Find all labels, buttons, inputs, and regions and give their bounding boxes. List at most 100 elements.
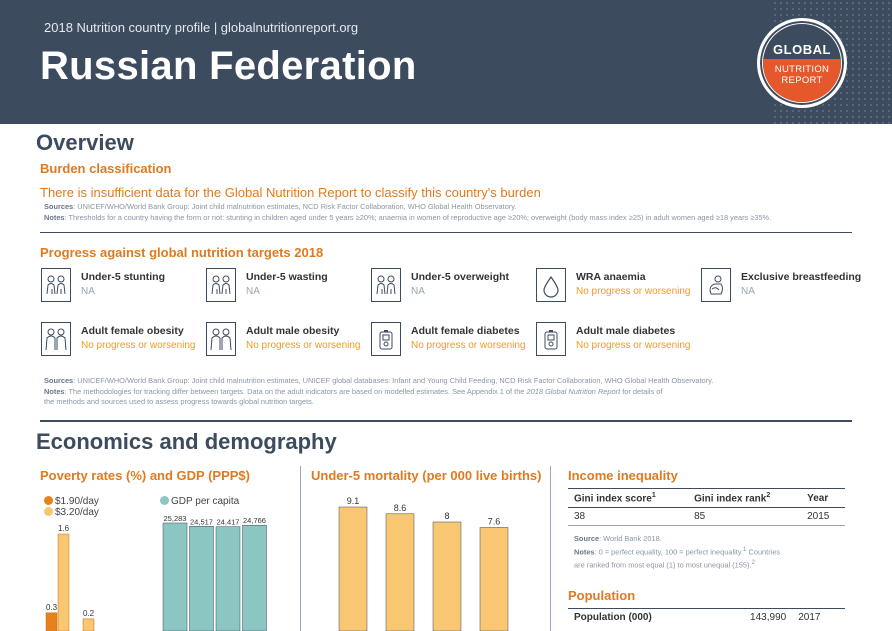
legend-item: $1.90/day [44, 496, 99, 507]
children-icon [371, 268, 401, 302]
logo-text-report: REPORT [781, 75, 823, 86]
target-name: Under-5 overweight [411, 271, 510, 283]
table-header-row: Gini index score1 Gini index rank2 Year [568, 487, 845, 509]
inequality-heading: Income inequality [568, 468, 678, 483]
population-year: 2017 [792, 608, 845, 626]
population-heading: Population [568, 588, 636, 603]
logo-band: NUTRITION REPORT [763, 59, 841, 102]
glucose-meter-icon [371, 322, 401, 356]
mortality-chart: 9.1 8.6 8 7.6 [338, 496, 509, 631]
legend-swatch-orange [44, 496, 53, 505]
target-status: NA [741, 286, 755, 297]
target-status: No progress or worsening [81, 340, 196, 351]
glucose-meter-icon [536, 322, 566, 356]
gini-year-value: 2015 [801, 507, 845, 527]
mortality-bar [479, 527, 509, 631]
burden-notes: Sources: UNICEF/WHO/World Bank Group: Jo… [44, 202, 772, 222]
table-row: Population (000) 143,990 2017 [568, 608, 845, 626]
mortality-bar [432, 521, 462, 631]
legend-item: $3.20/day [44, 507, 99, 518]
target-name: Adult female diabetes [411, 325, 520, 337]
target-name: Exclusive breastfeeding [741, 271, 862, 283]
poverty-bar [45, 612, 58, 631]
children-icon [41, 268, 71, 302]
mortality-bar [338, 506, 368, 631]
column-divider [300, 466, 301, 631]
logo-text-global: GLOBAL [773, 42, 831, 57]
gdp-data-label: 24,417 [217, 518, 240, 527]
economics-heading: Economics and demography [36, 429, 337, 454]
children-icon [206, 268, 236, 302]
target-status: NA [81, 286, 95, 297]
gini-table: Gini index score1 Gini index rank2 Year … [568, 487, 845, 527]
poverty-heading: Poverty rates (%) and GDP (PPP$) [40, 468, 250, 483]
gini-score-header: Gini index score1 [568, 487, 689, 509]
blood-drop-icon [536, 268, 566, 302]
mortality-heading: Under-5 mortality (per 000 live births) [311, 468, 542, 483]
breastfeeding-icon [701, 268, 731, 302]
target-name: Under-5 wasting [246, 271, 328, 283]
target-wra-anaemia: WRA anaemia No progress or worsening [536, 268, 701, 308]
page-title: Russian Federation [40, 44, 417, 88]
gini-rank-header: Gini index rank2 [688, 487, 802, 509]
poverty-bar [82, 618, 95, 631]
divider [40, 420, 852, 422]
population-label: Population (000) [568, 608, 718, 626]
mortality-data-label: 8.6 [394, 503, 407, 513]
gdp-bar [215, 526, 241, 631]
adults-icon [41, 322, 71, 356]
target-adult-male-obesity: Adult male obesity No progress or worseni… [206, 322, 371, 362]
target-adult-male-diabetes: Adult male diabetes No progress or worsen… [536, 322, 701, 362]
mortality-bar [385, 513, 415, 631]
poverty-bar [57, 533, 70, 631]
mortality-data-label: 8 [444, 511, 449, 521]
divider [40, 232, 852, 233]
poverty-chart: 0.3 1.6 0.2 25,283 24,517 24,417 24,766 [45, 514, 267, 631]
global-nutrition-report-logo: GLOBAL NUTRITION REPORT [757, 18, 847, 108]
population-table: Population (000) 143,990 2017 [568, 608, 845, 626]
target-status: No progress or worsening [411, 340, 526, 351]
target-adult-female-obesity: Adult female obesity No progress or worse… [41, 322, 206, 362]
target-name: Under-5 stunting [81, 271, 165, 283]
target-name: WRA anaemia [576, 271, 646, 283]
gini-notes: Source: World Bank 2018. Notes: 0 = perf… [574, 534, 781, 570]
population-value: 143,990 [718, 608, 793, 626]
poverty-data-label: 1.6 [58, 524, 70, 533]
target-status: No progress or worsening [576, 286, 691, 297]
progress-notes: Sources: UNICEF/WHO/World Bank Group: Jo… [44, 376, 714, 406]
gini-year-header: Year [801, 487, 845, 509]
target-status: No progress or worsening [246, 340, 361, 351]
gdp-bar [162, 522, 188, 631]
gdp-bar [242, 524, 267, 631]
poverty-data-label: 0.2 [83, 609, 95, 618]
gdp-bar [189, 526, 214, 631]
target-under-5-stunting: Under-5 stunting NA [41, 268, 206, 308]
burden-text: There is insufficient data for the Globa… [40, 185, 541, 200]
target-status: NA [246, 286, 260, 297]
header-subtitle: 2018 Nutrition country profile | globaln… [44, 20, 359, 35]
logo-text-nutrition: NUTRITION [774, 64, 830, 75]
target-under-5-wasting: Under-5 wasting NA [206, 268, 371, 308]
burden-heading: Burden classification [40, 161, 172, 176]
target-name: Adult male diabetes [576, 325, 676, 337]
table-row: 38 85 2015 [568, 507, 845, 527]
gini-score-value: 38 [568, 507, 689, 527]
progress-heading: Progress against global nutrition target… [40, 245, 324, 260]
mortality-data-label: 7.6 [488, 516, 501, 526]
target-status: NA [411, 286, 425, 297]
mortality-data-label: 9.1 [347, 496, 360, 506]
gdp-data-label: 24,517 [190, 517, 213, 526]
legend-swatch-yellow [44, 507, 53, 516]
legend-item: GDP per capita [160, 496, 239, 507]
column-divider [550, 466, 551, 631]
poverty-data-label: 0.3 [46, 603, 58, 612]
target-exclusive-breastfeeding: Exclusive breastfeeding NA [701, 268, 866, 308]
gdp-data-label: 24,766 [243, 516, 266, 525]
target-status: No progress or worsening [576, 340, 691, 351]
gini-rank-value: 85 [688, 507, 802, 527]
legend-swatch-teal [160, 496, 169, 505]
target-under-5-overweight: Under-5 overweight NA [371, 268, 536, 308]
target-name: Adult female obesity [81, 325, 184, 337]
adults-icon [206, 322, 236, 356]
target-name: Adult male obesity [246, 325, 340, 337]
